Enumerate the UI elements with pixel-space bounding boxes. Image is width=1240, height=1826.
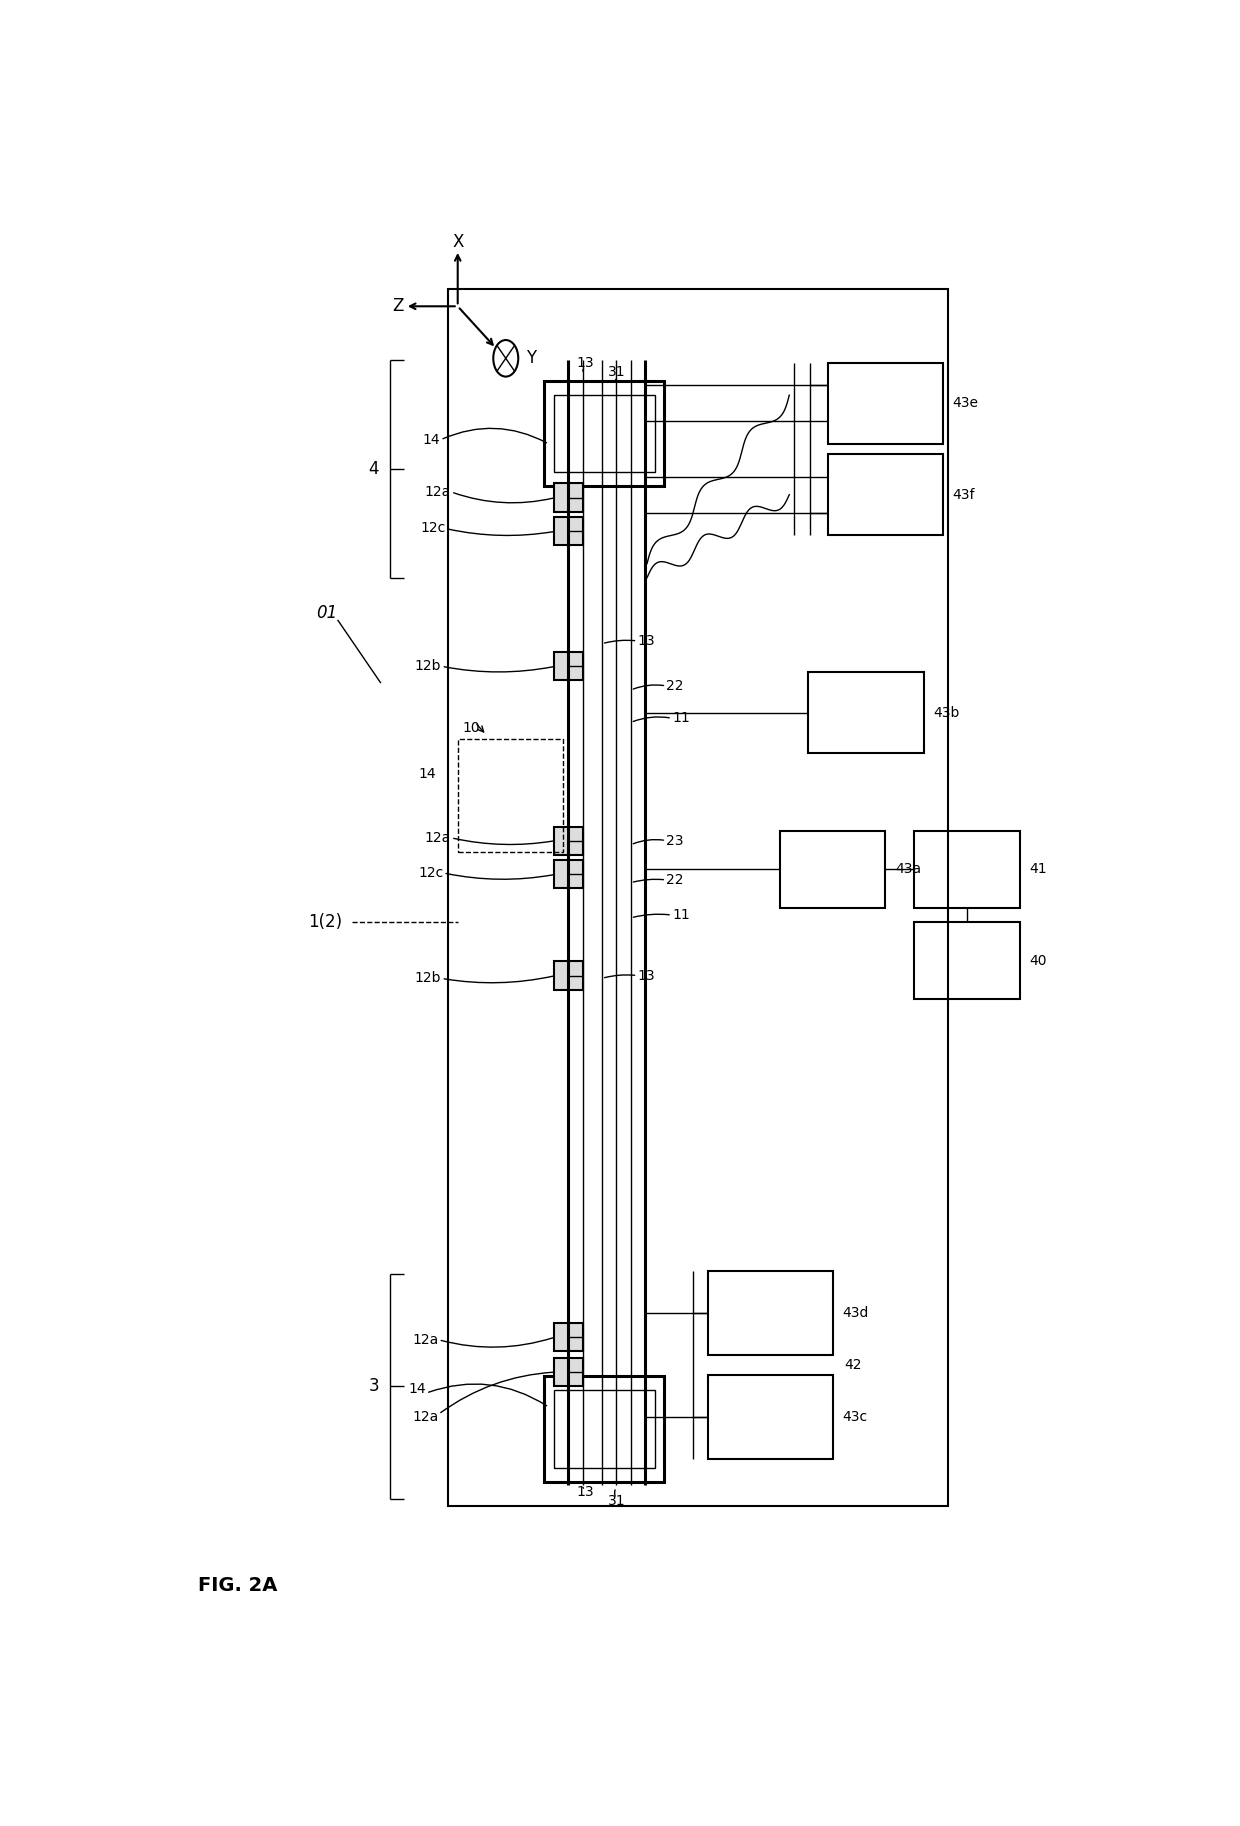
Text: 12a: 12a <box>425 486 451 498</box>
Text: 3: 3 <box>368 1377 379 1395</box>
Bar <box>554 860 583 889</box>
Text: 14: 14 <box>423 433 440 447</box>
Text: 13: 13 <box>577 356 594 369</box>
Text: 12a: 12a <box>425 831 451 845</box>
Bar <box>828 363 942 444</box>
Text: FIG. 2A: FIG. 2A <box>198 1576 278 1596</box>
Text: 1(2): 1(2) <box>309 913 342 931</box>
Bar <box>780 831 885 908</box>
Bar <box>554 1359 583 1386</box>
Bar <box>554 1390 655 1468</box>
Text: 22: 22 <box>666 873 683 887</box>
Text: 31: 31 <box>608 365 625 380</box>
Text: 11: 11 <box>672 908 689 922</box>
Text: 12a: 12a <box>412 1410 439 1424</box>
Text: Z: Z <box>392 298 404 316</box>
Bar <box>808 672 924 754</box>
Text: 14: 14 <box>408 1382 427 1395</box>
Text: 12b: 12b <box>415 971 441 986</box>
Text: 43f: 43f <box>952 488 975 502</box>
Bar <box>708 1375 832 1459</box>
Text: 14: 14 <box>418 767 435 782</box>
Text: 43c: 43c <box>842 1410 867 1424</box>
Text: 31: 31 <box>608 1494 625 1508</box>
Text: Y: Y <box>526 349 536 367</box>
Text: 12a: 12a <box>412 1333 439 1348</box>
Bar <box>554 394 655 473</box>
Text: 41: 41 <box>1029 862 1047 876</box>
Text: X: X <box>453 232 464 250</box>
Text: 40: 40 <box>1029 953 1047 968</box>
Bar <box>544 1377 665 1481</box>
Bar <box>554 484 583 511</box>
Text: 13: 13 <box>637 634 655 648</box>
Bar <box>708 1271 832 1355</box>
Text: 12c: 12c <box>420 522 445 535</box>
Text: 11: 11 <box>672 712 689 725</box>
Text: 13: 13 <box>577 1485 594 1499</box>
Bar <box>554 827 583 855</box>
Bar <box>554 517 583 546</box>
Text: 13: 13 <box>637 968 655 982</box>
Text: 10: 10 <box>463 721 480 736</box>
Text: 22: 22 <box>666 679 683 692</box>
Bar <box>554 1322 583 1351</box>
Text: 12b: 12b <box>415 659 441 674</box>
Text: 4: 4 <box>368 460 379 478</box>
Text: 43d: 43d <box>842 1306 868 1320</box>
Bar <box>554 962 583 990</box>
Bar <box>828 455 942 535</box>
Text: 43b: 43b <box>934 705 960 719</box>
Bar <box>544 382 665 486</box>
Bar <box>914 831 1021 908</box>
Bar <box>914 922 1021 999</box>
Bar <box>448 290 947 1506</box>
Bar <box>458 740 563 853</box>
Text: 12c: 12c <box>418 866 444 880</box>
Bar <box>554 652 583 681</box>
Text: 43e: 43e <box>952 396 978 411</box>
Text: 42: 42 <box>844 1359 862 1371</box>
Text: 01: 01 <box>316 604 337 623</box>
Text: 23: 23 <box>666 834 683 847</box>
Text: 43a: 43a <box>895 862 921 876</box>
